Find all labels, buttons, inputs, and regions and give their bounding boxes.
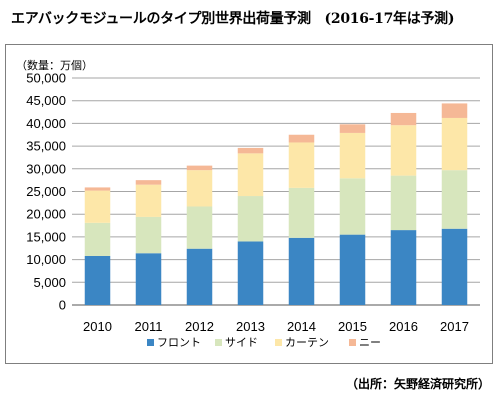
bar-segment bbox=[339, 234, 366, 305]
x-tick-label: 2016 bbox=[389, 319, 418, 334]
bar-segment bbox=[441, 117, 468, 171]
y-tick-label: 20,000 bbox=[26, 207, 66, 222]
bar-segment bbox=[288, 187, 315, 238]
legend-label: ニー bbox=[359, 336, 381, 349]
y-tick-label: 35,000 bbox=[26, 139, 66, 154]
bar-segment bbox=[135, 253, 162, 305]
legend-label: カーテン bbox=[285, 336, 329, 349]
x-axis-ticks: 2010 2011 2012 2013 2014 2015 2016 2017 bbox=[83, 319, 469, 334]
legend-swatch bbox=[349, 339, 356, 346]
bar-segment bbox=[390, 125, 417, 176]
y-tick-label: 25,000 bbox=[26, 184, 66, 199]
y-tick-label: 15,000 bbox=[26, 229, 66, 244]
legend-swatch bbox=[215, 339, 222, 346]
chart-frame bbox=[5, 44, 493, 364]
bar-segment bbox=[237, 196, 264, 242]
x-tick-label: 2013 bbox=[236, 319, 265, 334]
bar-segment bbox=[288, 134, 315, 143]
chart-legend: フロント サイド カーテン ニー bbox=[147, 336, 381, 349]
y-axis-unit-label: （数量：万個） bbox=[16, 59, 93, 72]
bar-segment bbox=[288, 142, 315, 188]
x-tick-label: 2017 bbox=[440, 319, 469, 334]
bar-segment bbox=[390, 112, 417, 126]
y-tick-label: 10,000 bbox=[26, 252, 66, 267]
bar-segment bbox=[339, 124, 366, 133]
bar-segment bbox=[441, 103, 468, 118]
bar-segment bbox=[135, 184, 162, 217]
source-note: （出所：矢野経済研究所） bbox=[345, 377, 490, 391]
bar-segment bbox=[339, 178, 366, 235]
x-tick-label: 2011 bbox=[135, 319, 163, 334]
bar-segment bbox=[237, 147, 264, 154]
bar-segment bbox=[135, 216, 162, 254]
y-tick-label: 30,000 bbox=[26, 161, 66, 176]
x-tick-label: 2015 bbox=[338, 319, 367, 334]
bar-segment bbox=[186, 170, 213, 207]
bar-segment bbox=[237, 241, 264, 305]
bar-segment bbox=[441, 228, 468, 305]
bar-segment bbox=[84, 187, 111, 191]
bar-segment bbox=[84, 190, 111, 223]
bar-segment bbox=[186, 206, 213, 249]
y-tick-label: 0 bbox=[59, 298, 66, 313]
y-tick-label: 45,000 bbox=[26, 93, 66, 108]
legend-label: フロント bbox=[157, 336, 201, 349]
bar-segment bbox=[84, 255, 111, 305]
page-title: エアバックモジュールのタイプ別世界出荷量予測 (2016-17年は予測) bbox=[11, 11, 455, 27]
bar-segment bbox=[441, 170, 468, 229]
grid-lines bbox=[72, 77, 480, 306]
bar-segment bbox=[390, 175, 417, 231]
x-tick-label: 2012 bbox=[185, 319, 214, 334]
bar-series bbox=[84, 103, 468, 305]
y-tick-label: 50,000 bbox=[26, 71, 66, 86]
y-tick-label: 5,000 bbox=[33, 275, 66, 290]
bar-segment bbox=[186, 165, 213, 171]
bar-segment bbox=[390, 230, 417, 305]
bar-segment bbox=[135, 180, 162, 185]
y-axis-ticks: 0 5,000 10,000 15,000 20,000 25,000 30,000 35,0… bbox=[26, 71, 66, 313]
legend-swatch bbox=[275, 339, 282, 346]
bar-segment bbox=[339, 132, 366, 179]
y-tick-label: 40,000 bbox=[26, 116, 66, 131]
x-tick-label: 2010 bbox=[83, 319, 112, 334]
bar-segment bbox=[186, 248, 213, 305]
legend-swatch bbox=[147, 339, 154, 346]
bar-segment bbox=[84, 222, 111, 256]
legend-label: サイド bbox=[225, 336, 258, 349]
x-tick-label: 2014 bbox=[287, 319, 316, 334]
bar-segment bbox=[288, 237, 315, 305]
bar-segment bbox=[237, 153, 264, 197]
